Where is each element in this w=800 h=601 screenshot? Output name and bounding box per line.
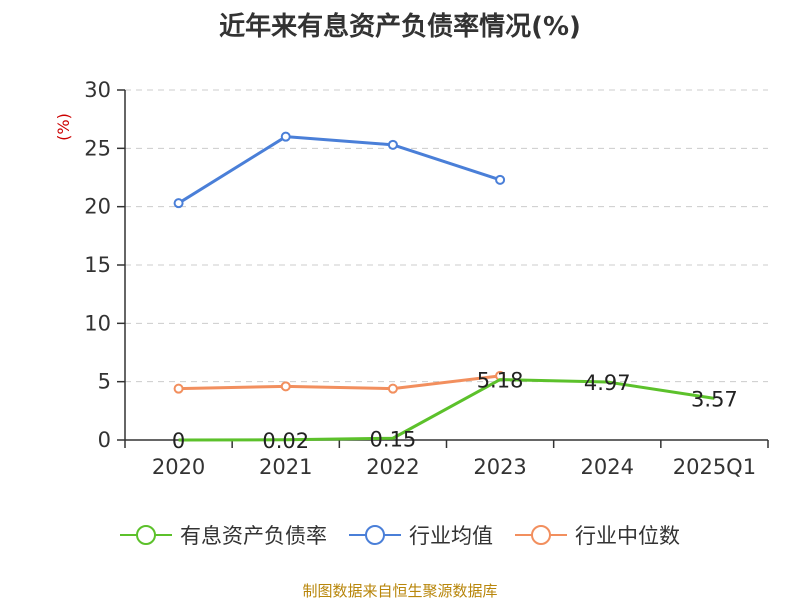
x-tick-label: 2020: [152, 455, 205, 479]
data-point: [495, 174, 506, 185]
y-tick-label: 15: [84, 253, 111, 277]
legend-marker-icon: [120, 525, 172, 545]
y-tick-label: 10: [84, 311, 111, 335]
x-tick-label: 2025Q1: [673, 455, 756, 479]
legend-marker-circle: [136, 525, 156, 545]
data-point: [173, 198, 184, 209]
chart-title: 近年来有息资产负债率情况(%): [219, 12, 581, 42]
series-lines: [173, 131, 715, 442]
y-tick-label: 20: [84, 195, 111, 219]
data-label: 0.02: [262, 429, 309, 453]
data-point: [280, 131, 291, 142]
y-tick-label: 0: [98, 428, 111, 452]
series-line: [178, 378, 715, 442]
legend-marker-icon: [349, 525, 401, 545]
data-point: [280, 381, 291, 392]
data-point: [387, 383, 398, 394]
legend-label: 行业均值: [409, 524, 493, 548]
x-tick-label: 2023: [473, 455, 526, 479]
legend-item[interactable]: 行业均值: [349, 520, 493, 550]
grid-lines: [125, 89, 768, 383]
y-tick-label: 5: [98, 370, 111, 394]
data-label: 0: [172, 429, 185, 453]
legend-marker-circle: [365, 525, 385, 545]
source-note: 制图数据来自恒生聚源数据库: [302, 582, 498, 600]
data-labels: 0 0.02 0.15 5.18 4.97 3.57: [172, 369, 738, 453]
y-tick-label: 25: [84, 136, 111, 160]
data-label: 4.97: [584, 371, 631, 395]
y-tick-label: 30: [84, 78, 111, 102]
legend-item[interactable]: 有息资产负债率: [120, 520, 327, 550]
axes: 0 5 10 15 20 25 30 (%) 2020 2021 2022 2023 2024 2025Q…: [54, 78, 769, 479]
legend-label: 有息资产负债率: [180, 524, 327, 548]
x-tick-label: 2022: [366, 455, 419, 479]
x-tick-label: 2024: [581, 455, 634, 479]
series-line: [177, 135, 501, 205]
legend-item[interactable]: 行业中位数: [515, 520, 680, 550]
legend-marker-circle: [531, 525, 551, 545]
x-tick-label: 2021: [259, 455, 312, 479]
legend-label: 行业中位数: [575, 524, 680, 548]
data-point: [387, 139, 398, 150]
legend-marker-icon: [515, 525, 567, 545]
series-line: [178, 374, 501, 391]
data-label: 3.57: [691, 387, 738, 411]
data-label: 0.15: [370, 427, 417, 451]
data-label: 5.18: [477, 369, 524, 393]
y-axis-label: (%): [54, 113, 73, 141]
legend: 有息资产负债率 行业均值 行业中位数: [0, 520, 800, 550]
data-point: [173, 383, 184, 394]
